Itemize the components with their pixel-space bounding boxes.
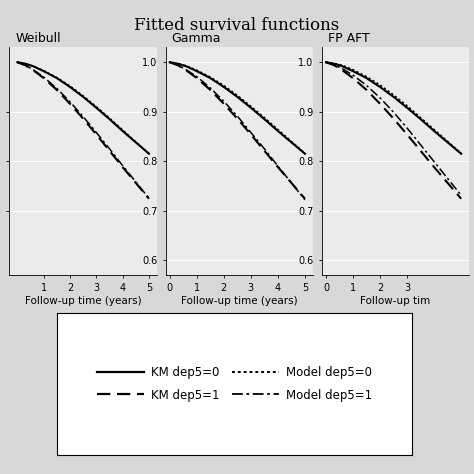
Text: Fitted survival functions: Fitted survival functions: [134, 17, 340, 34]
Text: Gamma: Gamma: [172, 32, 221, 45]
X-axis label: Follow-up tim: Follow-up tim: [360, 296, 431, 306]
Text: FP AFT: FP AFT: [328, 32, 370, 45]
X-axis label: Follow-up time (years): Follow-up time (years): [25, 296, 141, 306]
Text: Weibull: Weibull: [15, 32, 61, 45]
Legend: KM dep5=0, KM dep5=1, Model dep5=0, Model dep5=1: KM dep5=0, KM dep5=1, Model dep5=0, Mode…: [88, 357, 382, 411]
X-axis label: Follow-up time (years): Follow-up time (years): [181, 296, 298, 306]
